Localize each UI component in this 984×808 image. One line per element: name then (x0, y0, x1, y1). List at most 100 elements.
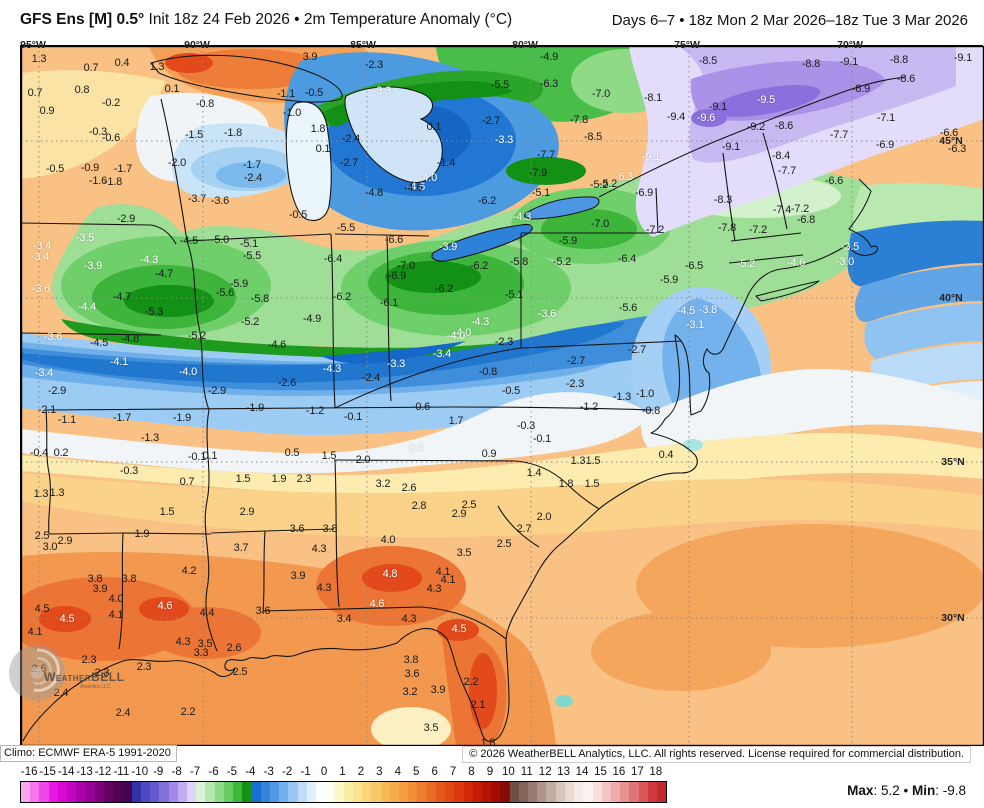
anomaly-value-label: 0.7 (83, 62, 99, 74)
colorbar-tick-label: 4 (394, 766, 401, 778)
anomaly-value-label: 2.4 (115, 707, 131, 719)
valid-time-range: Days 6–7 • 18z Mon 2 Mar 2026–18z Tue 3 … (611, 12, 968, 29)
colorbar-segment (159, 782, 169, 802)
weatherbell-sub: Analytics LLC (80, 684, 111, 690)
colorbar-segment (417, 782, 427, 802)
anomaly-value-label: -6.8 (796, 214, 816, 226)
anomaly-value-label: -1.8 (223, 127, 243, 139)
anomaly-value-label: -1.1 (57, 414, 77, 426)
anomaly-value-label: 4.3 (401, 613, 417, 625)
anomaly-value-label: -8.1 (643, 92, 663, 104)
anomaly-value-label: -6.1 (379, 297, 399, 309)
anomaly-value-label: -1.0 (635, 388, 655, 400)
anomaly-value-label: 1.4 (526, 467, 542, 479)
anomaly-value-label: -6.4 (617, 253, 637, 265)
colorbar-segment (48, 782, 58, 802)
anomaly-value-label: -7.8 (569, 114, 589, 126)
anomaly-value-label: 3.6 (404, 668, 420, 680)
anomaly-value-label: -5.3 (144, 306, 164, 318)
anomaly-value-label: 4.3 (316, 582, 332, 594)
anomaly-value-label: -7.4 (772, 204, 792, 216)
anomaly-value-label: 4.3 (311, 543, 327, 555)
anomaly-value-label: 2.6 (226, 642, 242, 654)
anomaly-value-label: -8.4 (771, 150, 791, 162)
anomaly-value-label: -1.7 (113, 163, 133, 175)
anomaly-value-label: -5.9 (229, 278, 249, 290)
anomaly-field-map (21, 46, 984, 746)
anomaly-value-label: 1.3 (149, 61, 165, 73)
anomaly-value-label: -2.4 (341, 133, 361, 145)
anomaly-value-label: 4.0 (380, 534, 396, 546)
longitude-label: 90°W (184, 39, 210, 51)
colorbar-tick-label: 6 (431, 766, 438, 778)
colorbar-segment (362, 782, 372, 802)
anomaly-value-label: 3.9 (290, 570, 306, 582)
anomaly-value-label: 2.1 (470, 699, 486, 711)
anomaly-value-label: 0.1 (164, 83, 180, 95)
anomaly-value-label: -3.6 (31, 283, 51, 295)
title-rest: Init 18z 24 Feb 2026 • 2m Temperature An… (144, 11, 513, 28)
colorbar-segment (251, 782, 261, 802)
anomaly-value-label: -4.3 (322, 363, 342, 375)
colorbar-segment (214, 782, 224, 802)
anomaly-value-label: -4.5 (89, 337, 109, 349)
anomaly-value-label: 1.5 (159, 506, 175, 518)
anomaly-value-label: 2.7 (516, 523, 532, 535)
colorbar-tick-label: -16 (20, 766, 38, 778)
colorbar-tick-label: 2 (357, 766, 365, 778)
max-label: Max (847, 783, 874, 798)
weatherbell-swirl-icon (9, 645, 65, 701)
anomaly-value-label: -4.0 (452, 327, 472, 339)
anomaly-value-label: 2.3 (81, 654, 97, 666)
colorbar-segment (647, 782, 658, 802)
anomaly-value-label: -9.6 (696, 112, 716, 124)
colorbar-segment (57, 782, 68, 802)
colorbar-segment (389, 782, 399, 802)
anomaly-value-label: 2.3 (296, 473, 312, 485)
anomaly-value-label: -3.9 (83, 260, 103, 272)
anomaly-value-label: 3.6 (255, 605, 271, 617)
anomaly-value-label: -1.6 (88, 175, 108, 187)
anomaly-value-label: -0.5 (45, 163, 65, 175)
lake-michigan (285, 101, 332, 222)
header: GFS Ens [M] 0.5° Init 18z 24 Feb 2026 • … (0, 0, 984, 45)
anomaly-value-label: -2.3 (565, 378, 585, 390)
anomaly-value-label: 2.3 (136, 661, 152, 673)
anomaly-value-label: 3.0 (42, 541, 58, 553)
colorbar-segment (518, 782, 529, 802)
anomaly-value-label: 0.8 (74, 84, 90, 96)
anomaly-map: 1.3 0.7 0.4 1.3 3.9 0.7 0.8 0.1 -1.1 -0.5 0.9 -0.2 -… (20, 39, 984, 749)
anomaly-value-label: 1.5 (321, 450, 337, 462)
anomaly-value-label: 1.9 (134, 528, 150, 540)
anomaly-value-label: -0.3 (516, 420, 536, 432)
anomaly-value-label: -5.9 (558, 235, 578, 247)
longitude-label: 80°W (512, 39, 538, 51)
colorbar-segment (620, 782, 630, 802)
anomaly-value-label: 0.4 (114, 57, 130, 69)
anomaly-value-label: 2.9 (239, 506, 255, 518)
anomaly-value-label: -2.3 (494, 336, 514, 348)
anomaly-value-label: -8.6 (774, 120, 794, 132)
anomaly-value-label: -1.9 (245, 402, 265, 414)
anomaly-value-label: -3.5 (75, 232, 95, 244)
colorbar-segment (76, 782, 86, 802)
colorbar-tick-label: 17 (630, 766, 644, 778)
anomaly-value-label: -7.9 (528, 167, 548, 179)
anomaly-value-label: -4.8 (120, 333, 140, 345)
anomaly-value-label: -3.5 (840, 241, 860, 253)
colorbar-tick-label: -3 (263, 766, 274, 778)
colorbar-segment (103, 782, 114, 802)
colorbar-segment (611, 782, 621, 802)
anomaly-value-label: -5.2 (240, 316, 260, 328)
anomaly-value-label: 2.5 (496, 538, 512, 550)
anomaly-value-label: -5.1 (239, 238, 259, 250)
anomaly-value-label: -1.0 (282, 107, 302, 119)
anomaly-value-label: -2.9 (47, 385, 67, 397)
anomaly-value-label: -4.5 (179, 235, 199, 247)
anomaly-value-label: 1.3 (33, 488, 49, 500)
anomaly-value-label: -6.3 (539, 78, 559, 90)
anomaly-value-label: -7.2 (790, 203, 810, 215)
colorbar-segment (242, 782, 252, 802)
anomaly-value-label: 0.9 (39, 105, 55, 117)
anomaly-value-label: 2.6 (401, 482, 417, 494)
